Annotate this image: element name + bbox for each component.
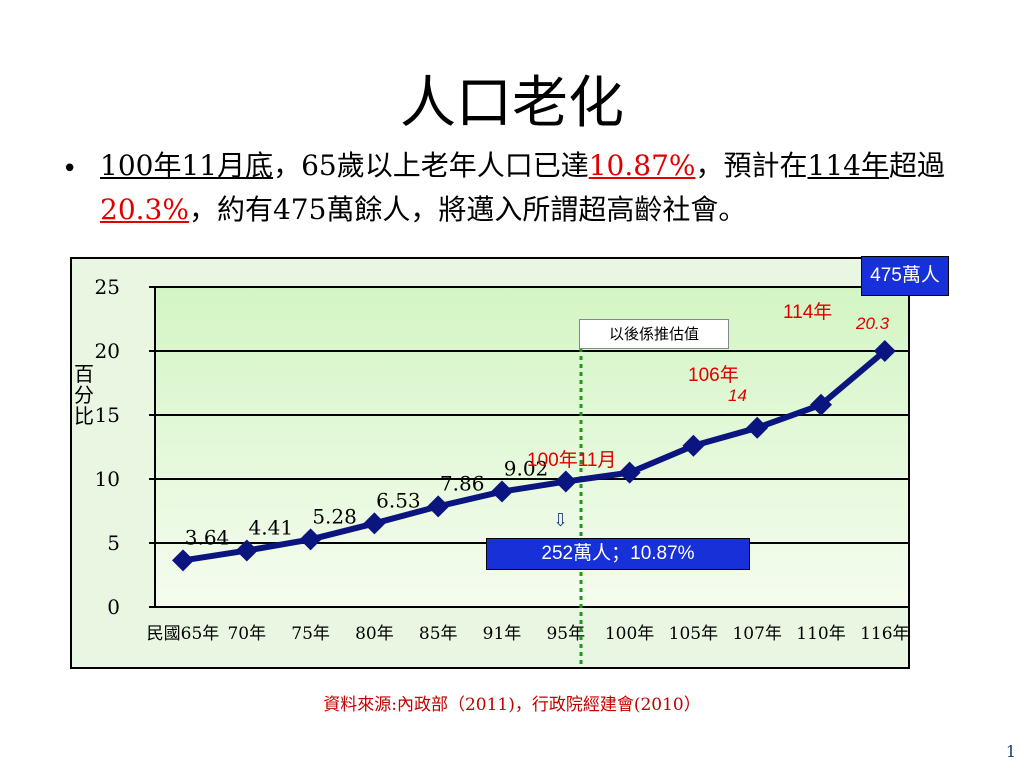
annotation-114-value: 20.3 [856, 314, 890, 333]
bullet-text-2: ，65歲以上老年人口已達 [273, 149, 589, 182]
data-point [554, 470, 577, 493]
x-tick-label: 107年 [732, 624, 781, 644]
bullet-text: 100年11月底，65歲以上老年人口已達10.87%，預計在114年超過 20.3… [100, 144, 980, 232]
slide-title: 人口老化 [400, 71, 624, 136]
annotation-114-year: 114年 [783, 302, 833, 323]
data-label: 5.28 [312, 504, 357, 528]
annotation-100-box: 252萬人；10.87% [486, 538, 750, 570]
annotation-106-value: 14 [728, 386, 747, 405]
x-tick-label: 100年 [605, 624, 654, 644]
x-tick-label: 91年 [483, 624, 522, 644]
y-tick-label: 5 [107, 531, 120, 555]
x-tick-label: 105年 [669, 624, 718, 644]
x-tick-label: 80年 [355, 624, 394, 644]
x-tick-label: 116年 [860, 624, 909, 644]
bullet-text-8: ，約有475萬餘人，將邁入所謂超高齡社會。 [188, 193, 747, 226]
x-tick-label: 85年 [419, 624, 458, 644]
annotation-475-box: 475萬人 [861, 256, 949, 296]
annotation-100-year: 100年11月 [527, 450, 617, 471]
down-arrow-icon: ⇩ [553, 510, 569, 531]
data-point [172, 549, 194, 572]
data-point [746, 416, 769, 439]
x-tick-label: 110年 [796, 624, 845, 644]
y-tick-label: 20 [95, 339, 120, 363]
data-point [618, 461, 641, 484]
data-label: 7.86 [440, 471, 485, 495]
bullet-date: 100年11月底 [100, 149, 274, 182]
data-label: 6.53 [376, 488, 421, 512]
data-point [873, 340, 896, 362]
bullet-percent-future: 20.3% [100, 193, 189, 226]
forecast-label: 以後係推估值 [579, 319, 729, 349]
bullet-year-114: 114年 [807, 149, 889, 182]
data-label: 4.41 [249, 516, 294, 540]
x-tick-label: 民國65年 [147, 624, 220, 644]
y-tick-label: 10 [95, 467, 120, 491]
bullet-percent-current: 10.87% [588, 149, 696, 182]
bullet-text-4: ，預計在 [695, 149, 808, 182]
data-point [235, 539, 258, 562]
x-tick-label: 95年 [546, 624, 585, 644]
bullet-text-6: 超過 [888, 149, 945, 182]
y-axis-title: 百分比 [74, 362, 94, 428]
data-point [810, 393, 832, 416]
source-note: 資料來源:內政部（2011)，行政院經建會(2010） [323, 695, 701, 715]
x-tick-label: 70年 [227, 624, 266, 644]
series-line [182, 348, 887, 564]
data-point [427, 495, 450, 518]
y-tick-label: 0 [107, 595, 120, 619]
annotation-106-year: 106年 [688, 365, 739, 386]
data-point [363, 512, 386, 535]
data-label: 9.02 [504, 457, 549, 481]
page-number: 1 [1005, 742, 1016, 761]
data-point [491, 480, 513, 503]
data-point [299, 528, 322, 551]
bullet-marker: • [62, 154, 78, 184]
y-tick-label: 25 [95, 275, 120, 299]
x-tick-label: 75年 [291, 624, 330, 644]
data-point [682, 434, 705, 457]
data-label: 3.64 [185, 525, 230, 549]
y-tick-label: 15 [95, 403, 120, 427]
